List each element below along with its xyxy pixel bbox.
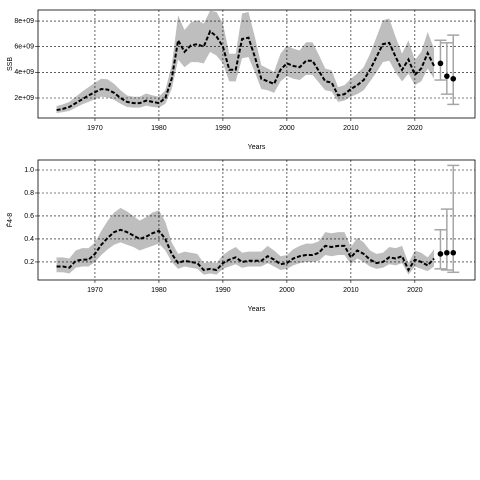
x-tick-label: 2000 [279, 125, 295, 132]
x-tick-label: 2010 [343, 125, 359, 132]
y-tick-label: 0.8 [24, 190, 34, 197]
projection-point [444, 249, 450, 256]
projection-point [450, 75, 457, 82]
projection-point [437, 251, 444, 257]
y-axis-label: SSB [7, 57, 14, 71]
plot-frame [37, 9, 476, 119]
projection-point [437, 60, 444, 67]
x-tick-label: 1970 [87, 125, 103, 132]
x-tick-label: 2010 [343, 287, 359, 294]
x-tick-label: 1990 [215, 287, 231, 294]
y-tick-label: 0.2 [24, 259, 34, 266]
x-axis-label: Years [248, 144, 266, 151]
x-tick-label: 2020 [407, 125, 423, 132]
x-tick-label: 2020 [407, 287, 423, 294]
y-tick-label: 0.6 [24, 213, 34, 220]
confidence-band [56, 10, 435, 113]
y-tick-label: 1.0 [24, 167, 34, 174]
y-tick-label: 4e+09 [14, 69, 34, 76]
confidence-band [56, 207, 435, 275]
y-tick-label: 8e+09 [14, 18, 34, 25]
projection-point [450, 249, 457, 256]
x-tick-label: 2000 [279, 287, 295, 294]
plot-frame [37, 159, 476, 281]
x-tick-label: 1970 [87, 287, 103, 294]
x-tick-label: 1990 [215, 125, 231, 132]
y-axis-label: F̄4-8 [6, 213, 14, 228]
estimate-line [56, 228, 435, 273]
x-tick-label: 1980 [151, 287, 167, 294]
projection-point [444, 73, 450, 79]
y-tick-label: 2e+09 [14, 95, 34, 102]
y-tick-label: 6e+09 [14, 44, 34, 51]
x-axis-label: Years [248, 306, 266, 313]
x-tick-label: 1980 [151, 125, 167, 132]
y-tick-label: 0.4 [24, 236, 34, 243]
